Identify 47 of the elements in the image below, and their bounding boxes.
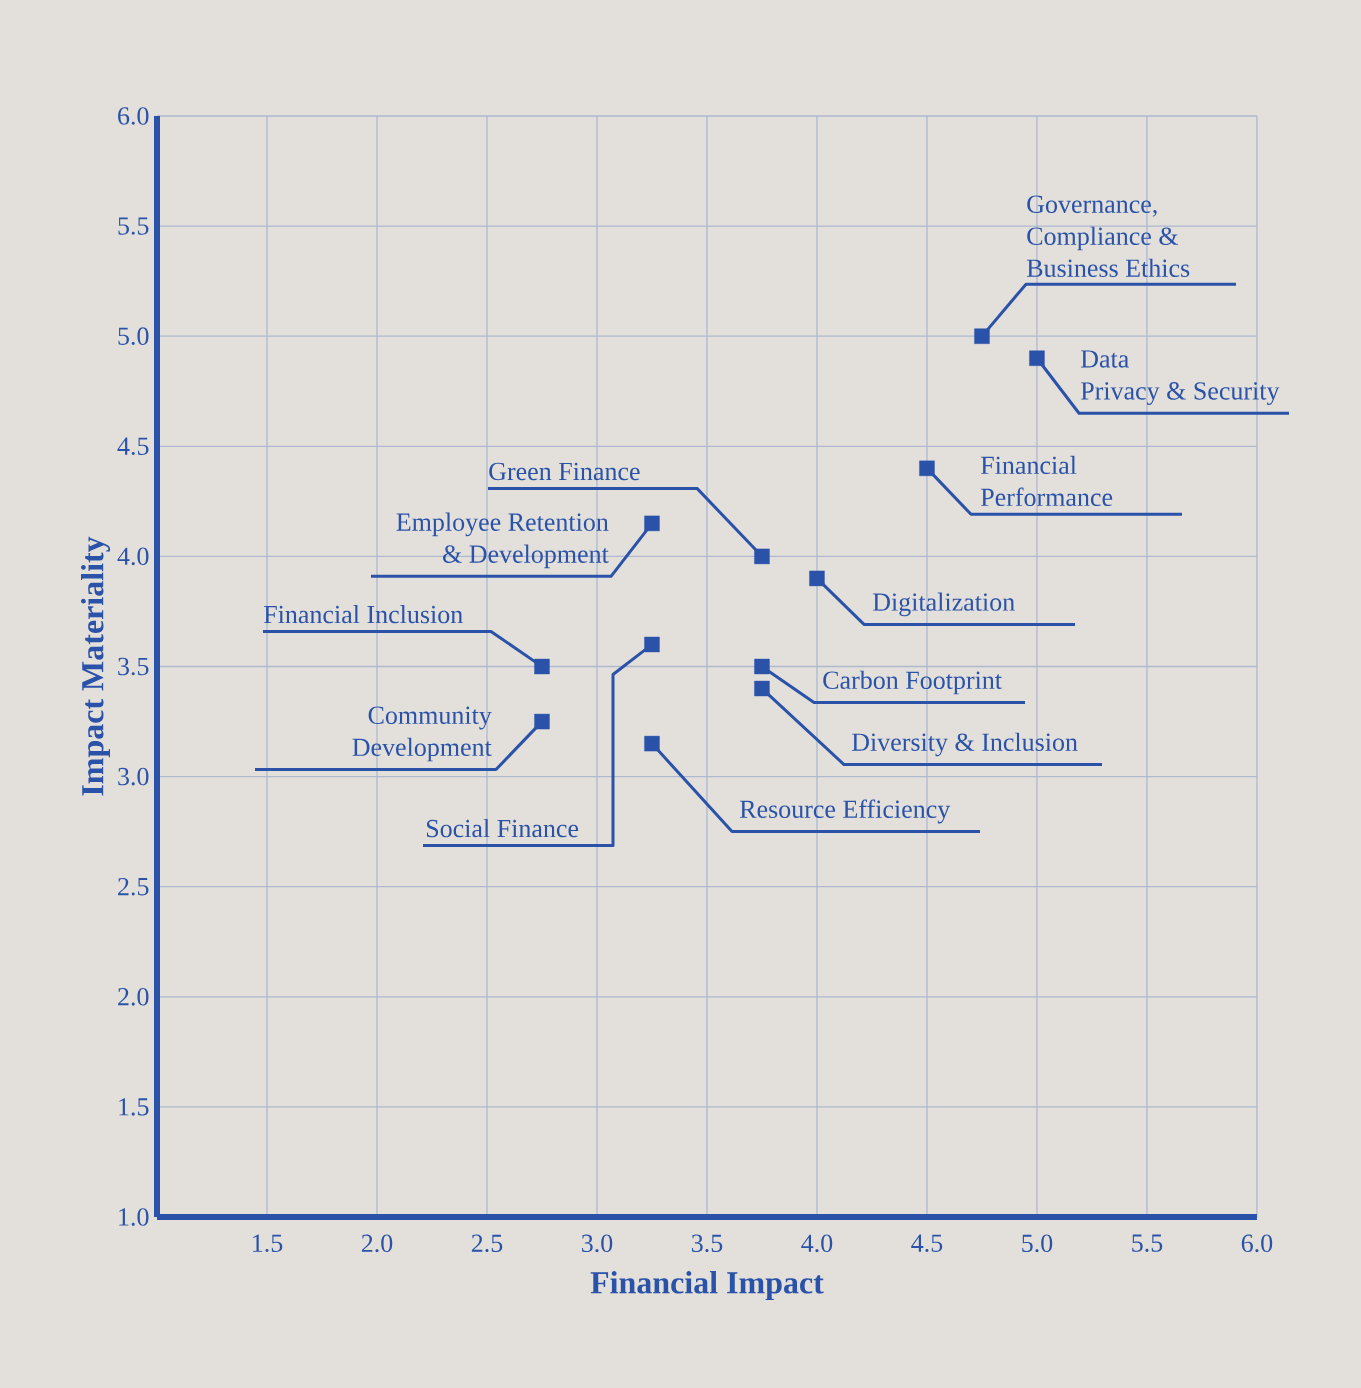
y-tick-label: 4.0	[117, 547, 149, 566]
point	[754, 658, 770, 675]
point	[1029, 350, 1045, 366]
annotation: Data Privacy & Security	[1080, 350, 1280, 406]
point	[809, 570, 825, 587]
x-tick-label: 3.5	[691, 1234, 723, 1253]
annotation: Financial Performance	[980, 455, 1113, 507]
y-tick-label: 5.5	[118, 217, 149, 235]
point	[754, 548, 770, 565]
point	[754, 680, 770, 697]
y-tick-label: 2.5	[118, 877, 149, 896]
x-tick-label: 5.0	[1022, 1234, 1053, 1253]
y-tick-label: 2.0	[118, 987, 149, 1006]
x-tick-label: 4.5	[911, 1234, 943, 1253]
x-tick-label: 6.0	[1241, 1234, 1273, 1253]
annotation: Resource Efficiency	[739, 799, 951, 824]
point	[534, 713, 550, 730]
y-tick-label: 1.5	[119, 1098, 149, 1116]
x-tick-label: 3.0	[581, 1234, 613, 1253]
y-tick-label: 3.5	[118, 657, 149, 676]
y-tick-label: 4.5	[117, 437, 149, 456]
annotation: Community Development	[352, 706, 492, 762]
x-tick-label: 2.5	[471, 1234, 503, 1253]
point	[974, 328, 990, 344]
y-tick-label: 5.0	[118, 327, 149, 346]
y-axis-title: Impact Materiality	[81, 536, 111, 796]
annotation: Social Finance	[426, 819, 579, 838]
x-tick-label: 4.0	[801, 1234, 833, 1253]
x-axis-title: Financial Impact	[590, 1271, 824, 1301]
annotation: Employee Retention & Development	[396, 512, 609, 569]
x-tick-label: 2.0	[361, 1234, 393, 1253]
x-tick-label: 1.5	[253, 1234, 283, 1253]
annotation: Digitalization	[872, 592, 1015, 617]
x-tick-label: 5.5	[1132, 1234, 1163, 1252]
y-tick-label: 1.0	[119, 1208, 149, 1226]
annotation: Financial Inclusion	[263, 605, 463, 624]
point	[644, 636, 660, 653]
point	[644, 735, 660, 752]
annotation: Diversity & Inclusion	[851, 732, 1078, 757]
annotation: Green Finance	[489, 462, 640, 481]
annotation: Governance, Compliance & Business Ethics	[1026, 195, 1190, 277]
y-tick-label: 3.0	[118, 767, 149, 786]
annotation: Carbon Footprint	[823, 670, 1002, 695]
point	[534, 658, 550, 675]
point	[644, 515, 660, 532]
y-tick-label: 6.0	[118, 107, 149, 125]
point	[919, 460, 935, 477]
